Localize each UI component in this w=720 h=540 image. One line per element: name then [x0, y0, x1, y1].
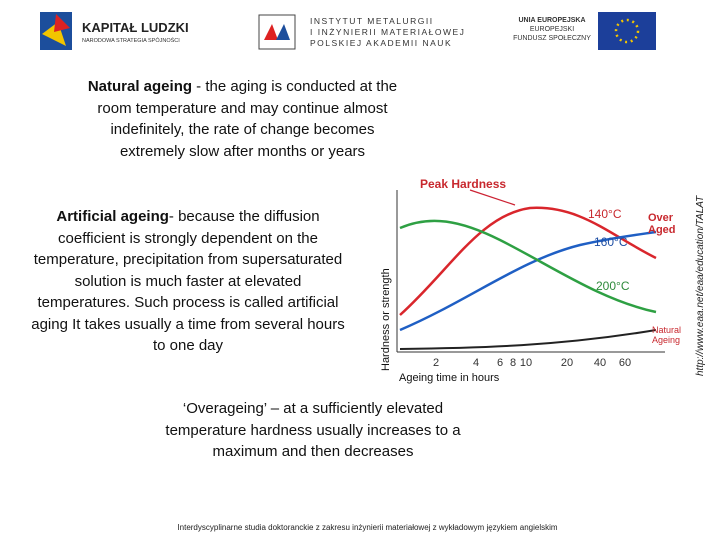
x-tick-label: 2	[433, 357, 439, 369]
logo-text: INSTYTUT METALURGII I INŻYNIERII MATERIA…	[310, 16, 465, 49]
definition: - because the diffusion coefficient is s…	[31, 208, 345, 354]
x-ticks: 2 4 6 8 10 20 40 60	[433, 357, 631, 369]
logo-title: KAPITAŁ LUDZKI	[82, 20, 189, 35]
logo-kapital: KAPITAŁ LUDZKI NARODOWA STRATEGIA SPÓJNO…	[36, 8, 216, 54]
curve-label: 160°C	[594, 235, 628, 249]
logo-line: FUNDUSZ SPOŁECZNY	[513, 35, 591, 42]
definition: - the aging is conducted at the room tem…	[97, 78, 398, 160]
curve-label: 140°C	[588, 207, 622, 221]
x-tick-label: 4	[473, 357, 479, 369]
x-tick-label: 40	[594, 357, 606, 369]
logo-line: EUROPEJSKI	[529, 26, 575, 33]
curve-label: 200°C	[596, 279, 630, 293]
peak-arrow	[469, 189, 516, 206]
x-axis-label: Ageing time in hours	[399, 372, 500, 384]
x-tick-label: 10	[520, 357, 532, 369]
x-tick-label: 20	[561, 357, 573, 369]
curve-natural	[399, 329, 657, 350]
overageing-text: ‘Overageing’ – at a sufficiently elevate…	[165, 400, 461, 460]
natural-ageing-label: Natural Ageing	[652, 325, 681, 345]
logo-icon	[258, 14, 296, 50]
source-url: http://www.eaa.net/eaa/education/TALAT	[695, 195, 706, 376]
artificial-ageing-text: Artificial ageing- because the diffusion…	[28, 206, 348, 357]
curve-160	[399, 230, 657, 332]
natural-ageing-text: Natural ageing - the aging is conducted …	[85, 76, 400, 162]
eu-flag	[598, 12, 656, 50]
over-aged-label: Over Aged	[648, 212, 676, 236]
term: Natural ageing	[87, 78, 193, 95]
peak-label: Peak Hardness	[420, 177, 506, 191]
x-tick-label: 8	[510, 357, 516, 369]
label-line: Over	[648, 212, 674, 224]
logo-line: I INŻYNIERII MATERIAŁOWEJ	[310, 27, 466, 37]
label-line: Aged	[648, 224, 676, 236]
term: Artificial ageing	[56, 208, 169, 225]
footer: Interdyscyplinarne studia doktoranckie z…	[177, 523, 558, 532]
logo-subtitle: NARODOWA STRATEGIA SPÓJNOŚCI	[82, 38, 180, 44]
logo-institute: INSTYTUT METALURGII I INŻYNIERII MATERIA…	[258, 14, 464, 50]
curve-200	[399, 219, 657, 314]
logo-icon	[40, 12, 72, 50]
label-line: Natural	[652, 325, 681, 335]
logo-line: POLSKIEJ AKADEMII NAUK	[310, 38, 453, 48]
y-axis-label: Hardness or strength	[380, 268, 392, 371]
curve-140	[399, 206, 657, 316]
x-tick-label: 60	[619, 357, 631, 369]
logo-eu: UNIA EUROPEJSKA EUROPEJSKI FUNDUSZ SPOŁE…	[508, 10, 656, 50]
x-tick-label: 6	[497, 357, 503, 369]
logo-line: INSTYTUT METALURGII	[310, 16, 434, 26]
logo-line: UNIA EUROPEJSKA	[518, 17, 586, 24]
label-line: Ageing	[652, 335, 680, 345]
logo-text: UNIA EUROPEJSKA EUROPEJSKI FUNDUSZ SPOŁE…	[508, 16, 596, 43]
